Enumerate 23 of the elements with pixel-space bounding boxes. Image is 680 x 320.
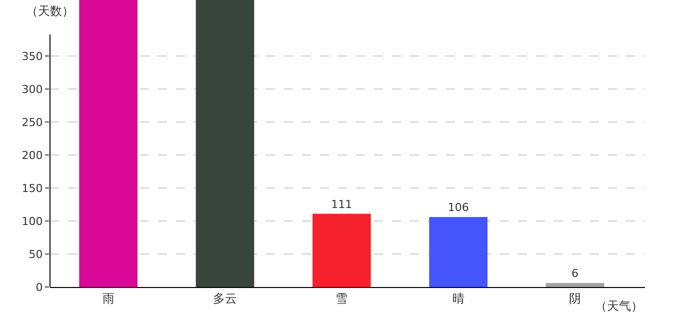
y-tick-label: 0 <box>36 280 43 294</box>
x-axis-title: （天气） <box>595 299 643 313</box>
y-tick-label: 300 <box>22 82 43 96</box>
x-tick-label: 阴 <box>569 291 581 306</box>
data-label: 6 <box>572 267 578 280</box>
x-tick-label: 多云 <box>213 291 237 306</box>
data-label: 111 <box>331 198 352 211</box>
data-label: 106 <box>448 201 469 214</box>
x-tick-label: 雨 <box>102 291 114 306</box>
bar <box>196 0 254 287</box>
y-axis-title: （天数） <box>26 4 74 18</box>
bar <box>312 214 371 287</box>
bar <box>546 283 604 287</box>
bar <box>79 0 138 287</box>
y-tick-label: 350 <box>22 50 43 63</box>
x-tick-label: 晴 <box>452 291 464 306</box>
y-tick-label: 200 <box>22 148 43 162</box>
y-tick-label: 250 <box>22 116 43 129</box>
bar <box>429 217 488 287</box>
y-tick-label: 50 <box>28 248 43 261</box>
y-tick-label: 100 <box>22 214 43 228</box>
y-tick-label: 150 <box>22 182 43 195</box>
x-tick-label: 雪 <box>336 291 348 306</box>
